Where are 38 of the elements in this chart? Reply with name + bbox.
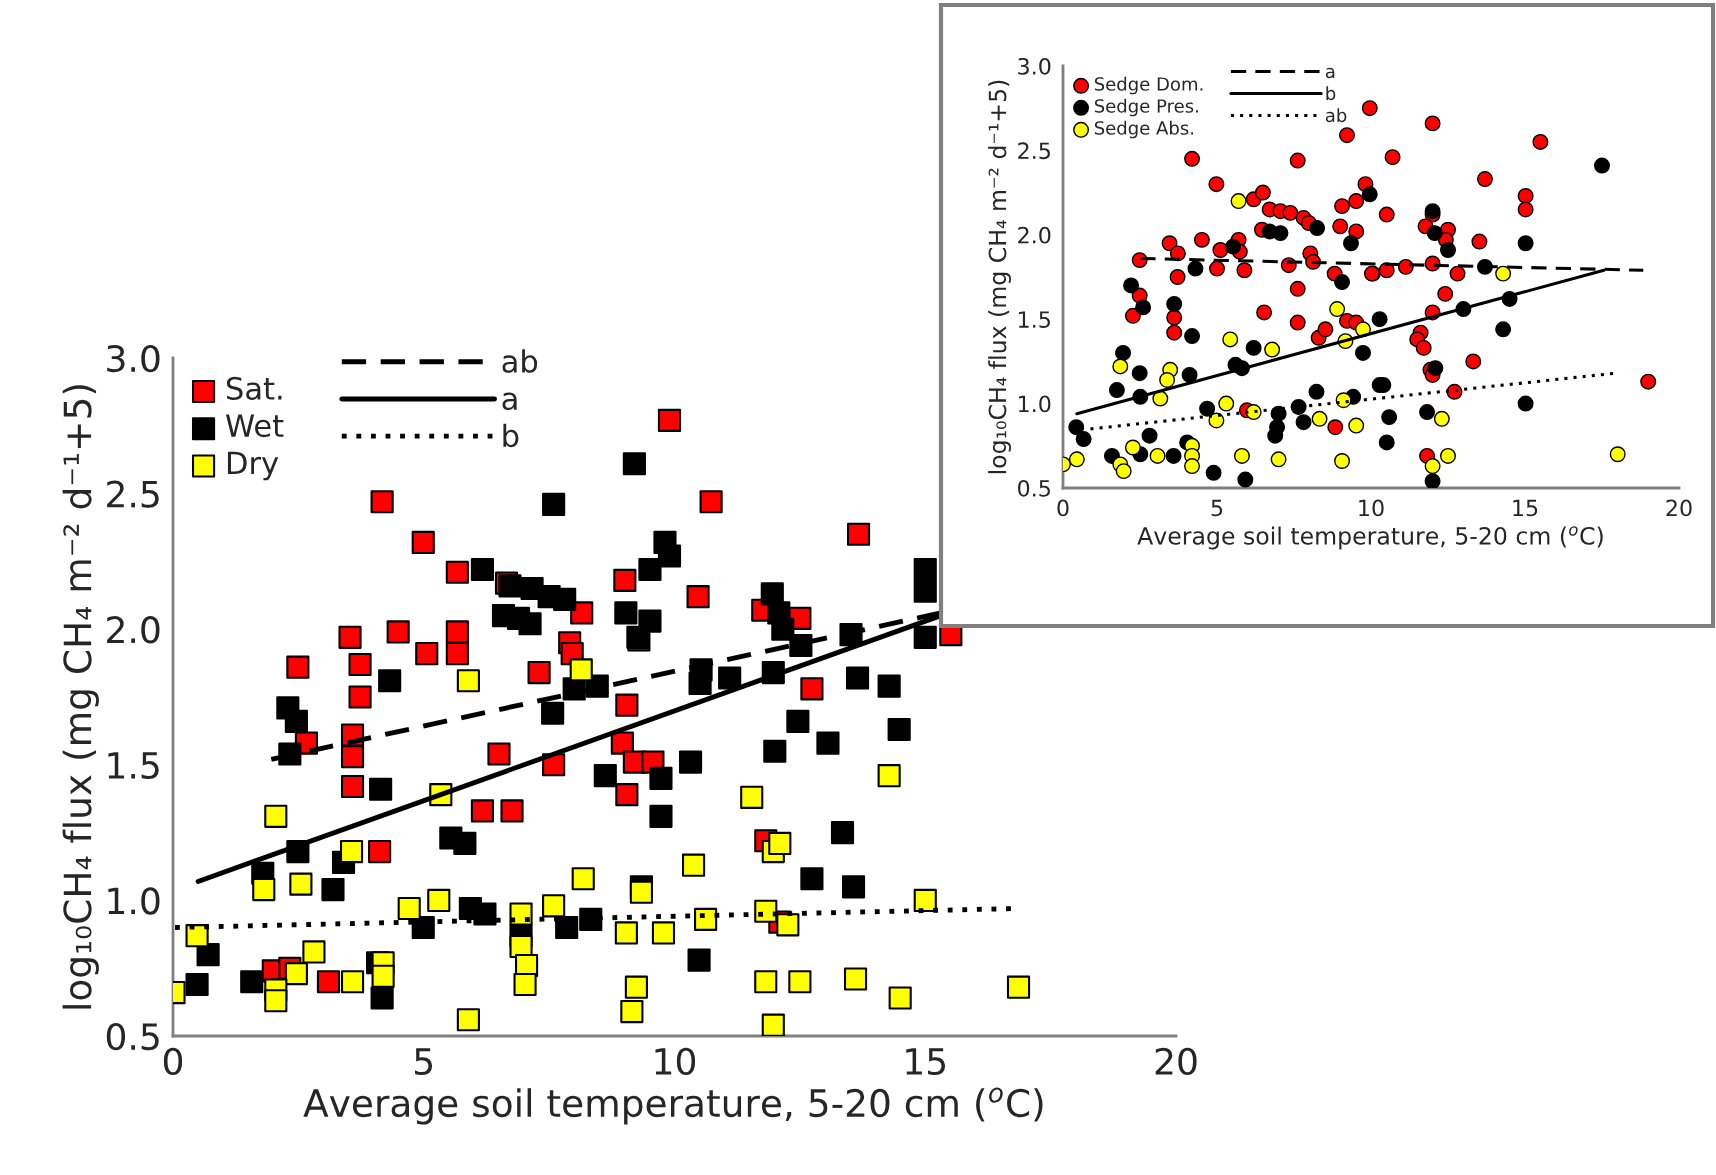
y-tick-label: 3.0 bbox=[1018, 57, 1051, 75]
legend-label: Sedge Dom. bbox=[1094, 76, 1203, 95]
x-tick-label: 15 bbox=[906, 1048, 946, 1076]
x-tick-label: 5 bbox=[1211, 499, 1223, 517]
x-tick-label: 20 bbox=[1666, 499, 1692, 517]
y-tick-label: 2.5 bbox=[107, 480, 159, 508]
y-tick-label: 0.5 bbox=[1018, 479, 1050, 497]
x-axis-title: Average soil temperature, 5-20 cm ($^{o}$C) bbox=[303, 1087, 1043, 1125]
y-tick-label: 1.5 bbox=[1018, 311, 1050, 328]
legend-label: a bbox=[502, 392, 517, 411]
legend-label: b bbox=[1326, 86, 1336, 101]
y-tick-label: 1.5 bbox=[108, 752, 159, 780]
y-tick-label: 2.0 bbox=[1018, 226, 1051, 244]
x-tick-label: 10 bbox=[655, 1047, 696, 1076]
legend-label: a bbox=[1325, 67, 1335, 79]
y-tick-label: 1.0 bbox=[108, 887, 160, 915]
x-tick-label: 0 bbox=[163, 1047, 183, 1076]
x-tick-label: 15 bbox=[1513, 499, 1538, 517]
legend-label: Sedge Pres. bbox=[1094, 98, 1198, 117]
y-tick-label: 2.0 bbox=[107, 616, 160, 644]
x-tick-label: 5 bbox=[415, 1048, 433, 1076]
x-axis-title: Average soil temperature, 5-20 cm ($^{o}$C) bbox=[1137, 526, 1603, 550]
x-tick-label: 20 bbox=[1155, 1047, 1197, 1076]
y-tick-label: 1.0 bbox=[1018, 395, 1051, 413]
legend-label: ab bbox=[1325, 108, 1347, 123]
legend-label: Sedge Abs. bbox=[1094, 120, 1194, 139]
legend-label: Wet bbox=[225, 414, 284, 438]
legend-label: b bbox=[503, 423, 519, 448]
y-axis-title: log₁₀CH₄ flux (mg CH₄ m⁻² d⁻¹+5) bbox=[988, 80, 1011, 474]
y-axis-title: log₁₀CH₄ flux (mg CH₄ m⁻² d⁻¹+5) bbox=[62, 385, 99, 1009]
y-tick-label: 0.5 bbox=[106, 1022, 159, 1051]
x-tick-label: 0 bbox=[1057, 499, 1069, 517]
legend-label: ab bbox=[502, 349, 538, 373]
y-tick-label: 2.5 bbox=[1018, 142, 1050, 160]
y-tick-label: 3.0 bbox=[107, 344, 160, 373]
legend-label: Dry bbox=[227, 451, 279, 481]
x-tick-label: 10 bbox=[1359, 499, 1384, 517]
legend-label: Sat. bbox=[226, 376, 282, 400]
